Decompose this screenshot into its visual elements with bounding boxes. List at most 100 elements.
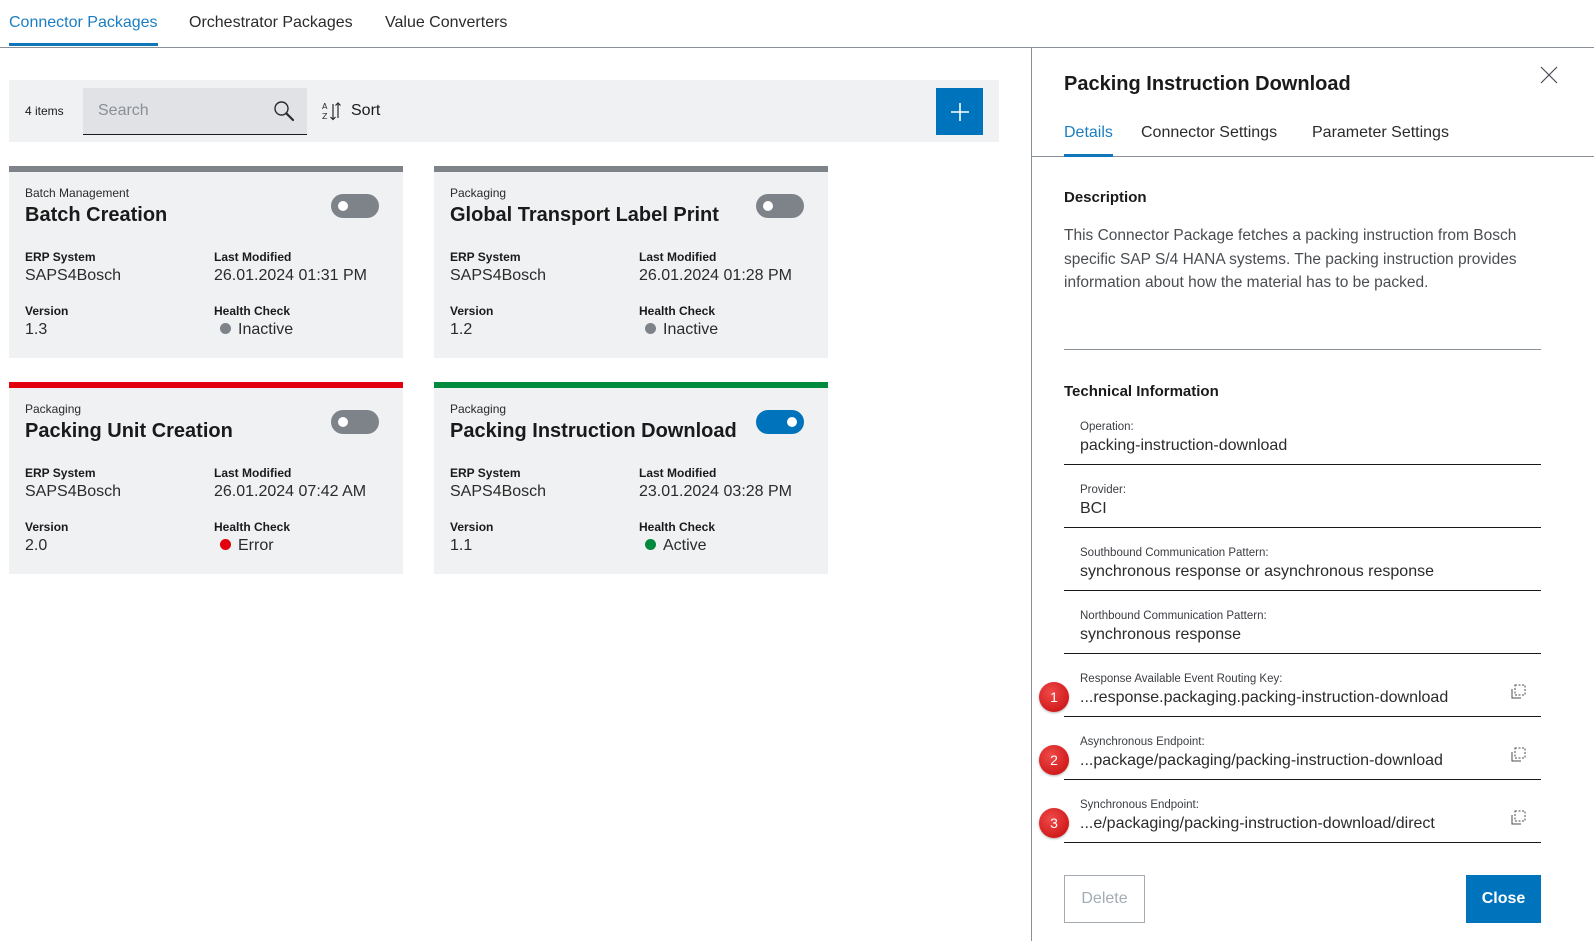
status-dot-icon [220,323,231,334]
copy-icon[interactable] [1509,809,1527,827]
field-value: synchronous response or asynchronous res… [1080,563,1434,580]
erp-value: SAPS4Bosch [450,483,547,500]
card-title: Packing Instruction Download [450,420,737,442]
search-input[interactable] [83,88,263,134]
delete-button[interactable]: Delete [1064,875,1145,923]
field-value: ...response.packaging.packing-instructio… [1080,689,1449,706]
enable-toggle[interactable] [756,410,804,434]
package-card-packing-unit-creation[interactable]: Packaging Packing Unit Creation ERP Syst… [9,382,403,574]
sort-label: Sort [351,102,381,119]
health-label: Health Check [214,304,291,318]
status-bar [434,166,828,172]
tab-orchestrator-packages[interactable]: Orchestrator Packages [189,14,353,31]
erp-label: ERP System [450,466,521,480]
health-label: Health Check [639,520,716,534]
modified-label: Last Modified [214,466,292,480]
erp-value: SAPS4Bosch [25,267,122,284]
status-bar [9,382,403,388]
field-label: Northbound Communication Pattern: [1080,610,1267,622]
annotation-badge-3: 3 [1039,808,1069,838]
section-divider [1064,349,1541,350]
field-async-endpoint: Asynchronous Endpoint: ...package/packag… [1064,724,1541,780]
package-card-global-transport-label-print[interactable]: Packaging Global Transport Label Print E… [434,166,828,358]
search-icon[interactable] [273,100,295,122]
erp-label: ERP System [25,466,96,480]
tab-connector-settings[interactable]: Connector Settings [1141,124,1278,141]
tab-connector-packages[interactable]: Connector Packages [9,14,158,46]
annotation-badge-2: 2 [1039,745,1069,775]
erp-value: SAPS4Bosch [25,483,122,500]
field-value: BCI [1080,500,1107,517]
sort-button[interactable]: A Z Sort [321,96,380,126]
erp-label: ERP System [25,250,96,264]
close-icon[interactable] [1538,64,1560,86]
field-northbound-pattern: Northbound Communication Pattern: synchr… [1064,598,1541,654]
health-value: Active [663,537,707,554]
field-operation: Operation: packing-instruction-download [1064,409,1541,465]
field-value: ...e/packaging/packing-instruction-downl… [1080,815,1435,832]
card-category: Packaging [450,402,507,416]
enable-toggle[interactable] [756,194,804,218]
field-provider: Provider: BCI [1064,472,1541,528]
field-label: Response Available Event Routing Key: [1080,673,1283,685]
package-card-batch-creation[interactable]: Batch Management Batch Creation ERP Syst… [9,166,403,358]
modified-value: 26.01.2024 07:42 AM [214,483,367,500]
health-value: Inactive [238,321,294,338]
field-sync-endpoint: Synchronous Endpoint: ...e/packaging/pac… [1064,787,1541,843]
tab-parameter-settings[interactable]: Parameter Settings [1312,124,1449,141]
field-label: Asynchronous Endpoint: [1080,736,1205,748]
field-label: Operation: [1080,421,1134,433]
version-label: Version [450,304,494,318]
status-dot-icon [220,539,231,550]
copy-icon[interactable] [1509,683,1527,701]
status-bar [9,166,403,172]
enable-toggle[interactable] [331,410,379,434]
card-title: Global Transport Label Print [450,204,719,226]
annotation-badge-1: 1 [1039,682,1069,712]
details-panel: Packing Instruction Download Details Con… [1031,48,1594,941]
sort-az-icon: A Z [321,100,343,122]
version-value: 2.0 [25,537,48,554]
field-value: packing-instruction-download [1080,437,1288,454]
field-label: Southbound Communication Pattern: [1080,547,1269,559]
tab-value-converters[interactable]: Value Converters [385,14,508,31]
description-text: This Connector Package fetches a packing… [1064,227,1517,291]
add-package-button[interactable] [936,88,983,135]
health-label: Health Check [214,520,291,534]
technical-info-heading: Technical Information [1064,383,1219,400]
modified-label: Last Modified [639,466,717,480]
card-title: Batch Creation [25,204,168,226]
field-routing-key: Response Available Event Routing Key: ..… [1064,661,1541,717]
plus-icon [950,102,969,121]
field-value: synchronous response [1080,626,1241,643]
svg-text:Z: Z [322,112,328,121]
panel-tab-bar: Details Connector Settings Parameter Set… [1032,118,1594,157]
close-button[interactable]: Close [1466,875,1541,923]
health-value: Error [238,537,274,554]
version-value: 1.3 [25,321,48,338]
version-label: Version [25,520,69,534]
item-count: 4 items [25,104,64,118]
enable-toggle[interactable] [331,194,379,218]
health-label: Health Check [639,304,716,318]
erp-value: SAPS4Bosch [450,267,547,284]
field-label: Provider: [1080,484,1127,496]
field-value: ...package/packaging/packing-instruction… [1080,752,1443,769]
description-heading: Description [1064,189,1147,206]
copy-icon[interactable] [1509,746,1527,764]
top-tab-bar: Connector Packages Orchestrator Packages… [0,0,1594,48]
modified-label: Last Modified [214,250,292,264]
status-bar [434,382,828,388]
status-dot-icon [645,323,656,334]
panel-title: Packing Instruction Download [1064,73,1351,95]
search-box[interactable] [83,88,307,135]
tab-details[interactable]: Details [1064,124,1113,157]
health-value: Inactive [663,321,719,338]
modified-value: 23.01.2024 03:28 PM [639,483,793,500]
card-category: Batch Management [25,186,130,200]
package-card-packing-instruction-download[interactable]: Packaging Packing Instruction Download E… [434,382,828,574]
list-toolbar: 4 items A Z Sort [9,80,999,142]
version-label: Version [450,520,494,534]
card-category: Packaging [450,186,507,200]
svg-text:A: A [322,102,328,111]
